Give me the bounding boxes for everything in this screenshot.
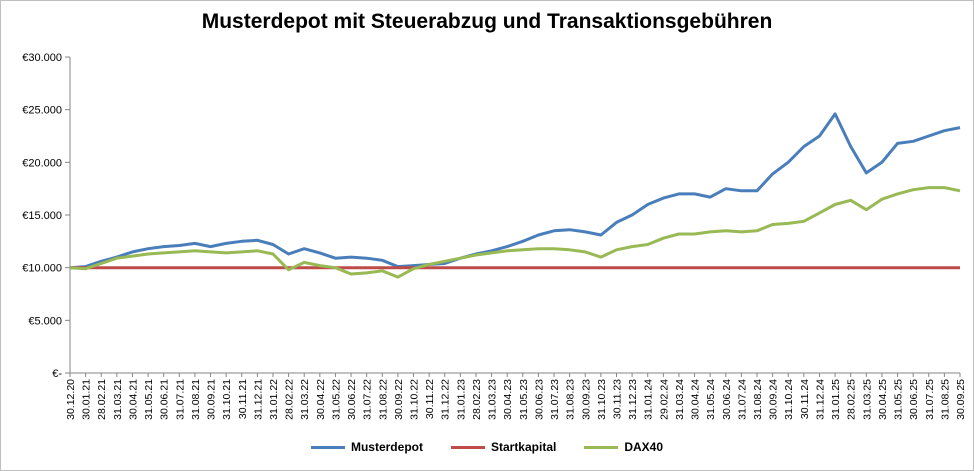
x-tick-label: 31.10.23 xyxy=(596,379,608,420)
x-tick-label: 30.12.20 xyxy=(65,379,77,420)
x-tick-label: 31.12.23 xyxy=(627,379,639,420)
x-tick-label: 31.10.21 xyxy=(221,379,233,420)
x-tick-label: 31.10.22 xyxy=(409,379,421,420)
x-tick-label: 31.08.24 xyxy=(752,379,764,420)
chart-title: Musterdepot mit Steuerabzug und Transakt… xyxy=(201,10,773,33)
y-tick-label: €30.000 xyxy=(22,52,62,64)
x-tick-label: 31.07.25 xyxy=(924,379,936,420)
legend-item-startkapital: Startkapital xyxy=(450,440,557,454)
y-tick-label: €10.000 xyxy=(22,263,62,275)
x-tick-label: 31.03.25 xyxy=(861,379,873,420)
legend-label-dax40: DAX40 xyxy=(624,440,664,454)
x-tick-label: 30.09.24 xyxy=(768,379,780,420)
x-tick-label: 31.05.22 xyxy=(330,379,342,420)
y-axis-ticks: €- €5.000 €10.000 €15.000 €20.000 €25.000 €30.… xyxy=(22,52,70,380)
y-tick-label: €20.000 xyxy=(22,157,62,169)
x-tick-label: 31.12.24 xyxy=(814,379,826,420)
x-tick-label: 31.07.21 xyxy=(174,379,186,420)
x-tick-label: 31.01.25 xyxy=(830,379,842,420)
x-tick-label: 31.05.21 xyxy=(143,379,155,420)
x-tick-label: 31.03.22 xyxy=(299,379,311,420)
legend-item-dax40: DAX40 xyxy=(584,440,663,454)
legend-swatch-dax40 xyxy=(584,445,619,449)
x-tick-label: 31.01.23 xyxy=(455,379,467,420)
legend-swatch-musterdepot xyxy=(310,445,345,449)
x-tick-label: 28.02.21 xyxy=(96,379,108,420)
legend-item-musterdepot: Musterdepot xyxy=(310,440,423,454)
x-tick-label: 30.04.23 xyxy=(502,379,514,420)
y-tick-label: €- xyxy=(52,368,62,380)
x-tick-label: 30.01.21 xyxy=(81,379,93,420)
x-tick-label: 31.03.23 xyxy=(487,379,499,420)
legend-label-musterdepot: Musterdepot xyxy=(350,440,423,454)
x-tick-label: 31.12.21 xyxy=(252,379,264,420)
x-tick-label: 30.06.22 xyxy=(346,379,358,420)
x-tick-label: 31.05.23 xyxy=(518,379,530,420)
x-tick-label: 29.02.24 xyxy=(658,379,670,420)
x-tick-label: 30.11.22 xyxy=(424,379,436,419)
x-tick-label: 31.08.21 xyxy=(190,379,202,420)
x-tick-label: 31.10.24 xyxy=(783,379,795,420)
x-tick-label: 30.11.24 xyxy=(799,379,811,419)
y-tick-label: €5.000 xyxy=(28,315,62,327)
x-tick-label: 28.02.25 xyxy=(846,379,858,420)
x-tick-label: 30.04.22 xyxy=(315,379,327,420)
x-tick-label: 31.08.23 xyxy=(565,379,577,420)
x-tick-label: 31.08.22 xyxy=(377,379,389,420)
x-tick-label: 30.09.25 xyxy=(955,379,967,420)
legend-label-startkapital: Startkapital xyxy=(490,440,557,454)
x-tick-label: 31.01.22 xyxy=(268,379,280,420)
x-tick-label: 30.06.23 xyxy=(533,379,545,420)
x-tick-label: 30.11.21 xyxy=(237,379,249,419)
x-tick-label: 31.07.24 xyxy=(736,379,748,420)
x-tick-label: 30.11.23 xyxy=(611,379,623,419)
x-tick-label: 30.06.25 xyxy=(908,379,920,420)
y-tick-label: €15.000 xyxy=(22,210,62,222)
series-line-musterdepot xyxy=(69,112,961,270)
x-tick-label: 31.03.21 xyxy=(112,379,124,420)
x-tick-label: 28.02.22 xyxy=(284,379,296,420)
x-tick-label: 31.01.24 xyxy=(643,379,655,420)
x-tick-label: 31.08.25 xyxy=(939,379,951,420)
series-line-dax40 xyxy=(69,186,961,279)
x-tick-label: 31.07.23 xyxy=(549,379,561,420)
x-tick-label: 30.04.24 xyxy=(690,379,702,420)
x-tick-label: 30.09.21 xyxy=(206,379,218,420)
x-tick-label: 30.06.24 xyxy=(721,379,733,420)
x-tick-label: 28.02.23 xyxy=(471,379,483,420)
x-tick-label: 31.12.22 xyxy=(440,379,452,420)
x-axis-ticks: 30.12.20 30.01.21 28.02.21 31.03.21 30.04.21… xyxy=(65,373,967,420)
x-tick-label: 31.05.24 xyxy=(705,379,717,420)
series-lines xyxy=(69,112,961,279)
y-tick-label: €25.000 xyxy=(22,105,62,117)
x-tick-label: 30.04.21 xyxy=(127,379,139,420)
x-tick-label: 30.04.25 xyxy=(877,379,889,420)
x-tick-label: 30.06.21 xyxy=(159,379,171,420)
x-tick-label: 30.09.22 xyxy=(393,379,405,420)
x-tick-label: 31.03.24 xyxy=(674,379,686,420)
x-tick-label: 30.09.23 xyxy=(580,379,592,420)
x-tick-label: 31.05.25 xyxy=(893,379,905,420)
legend: Musterdepot Startkapital DAX40 xyxy=(0,440,974,454)
x-tick-label: 31.07.22 xyxy=(362,379,374,420)
legend-swatch-startkapital xyxy=(450,445,485,449)
